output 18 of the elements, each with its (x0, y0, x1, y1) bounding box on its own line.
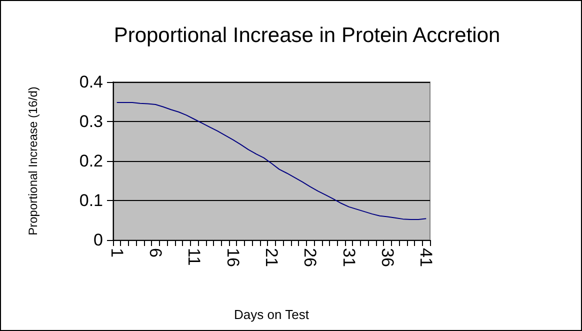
x-tick-label: 36 (378, 248, 397, 267)
y-tick-label: 0.4 (79, 72, 103, 92)
x-tick-label: 21 (262, 248, 281, 267)
x-tick-label: 16 (223, 248, 242, 267)
y-axis-title: Proportional Increase (16/d) (26, 86, 40, 236)
y-tick-label: 0 (94, 230, 103, 250)
x-tick-label: 26 (300, 248, 320, 267)
x-tick-label: 1 (107, 248, 126, 258)
x-tick-label: 6 (146, 248, 166, 258)
y-tick-label: 0.1 (79, 191, 103, 210)
y-tick-label: 0.2 (79, 152, 103, 170)
y-tick-label: 0.3 (79, 112, 103, 131)
chart-title: Proportional Increase in Protein Accretion (114, 24, 500, 47)
x-tick-label: 31 (339, 248, 358, 267)
line-series (116, 102, 427, 220)
x-tick-label: 11 (184, 248, 204, 266)
x-axis-title: Days on Test (234, 307, 310, 322)
x-tick-label: 41 (416, 248, 436, 267)
